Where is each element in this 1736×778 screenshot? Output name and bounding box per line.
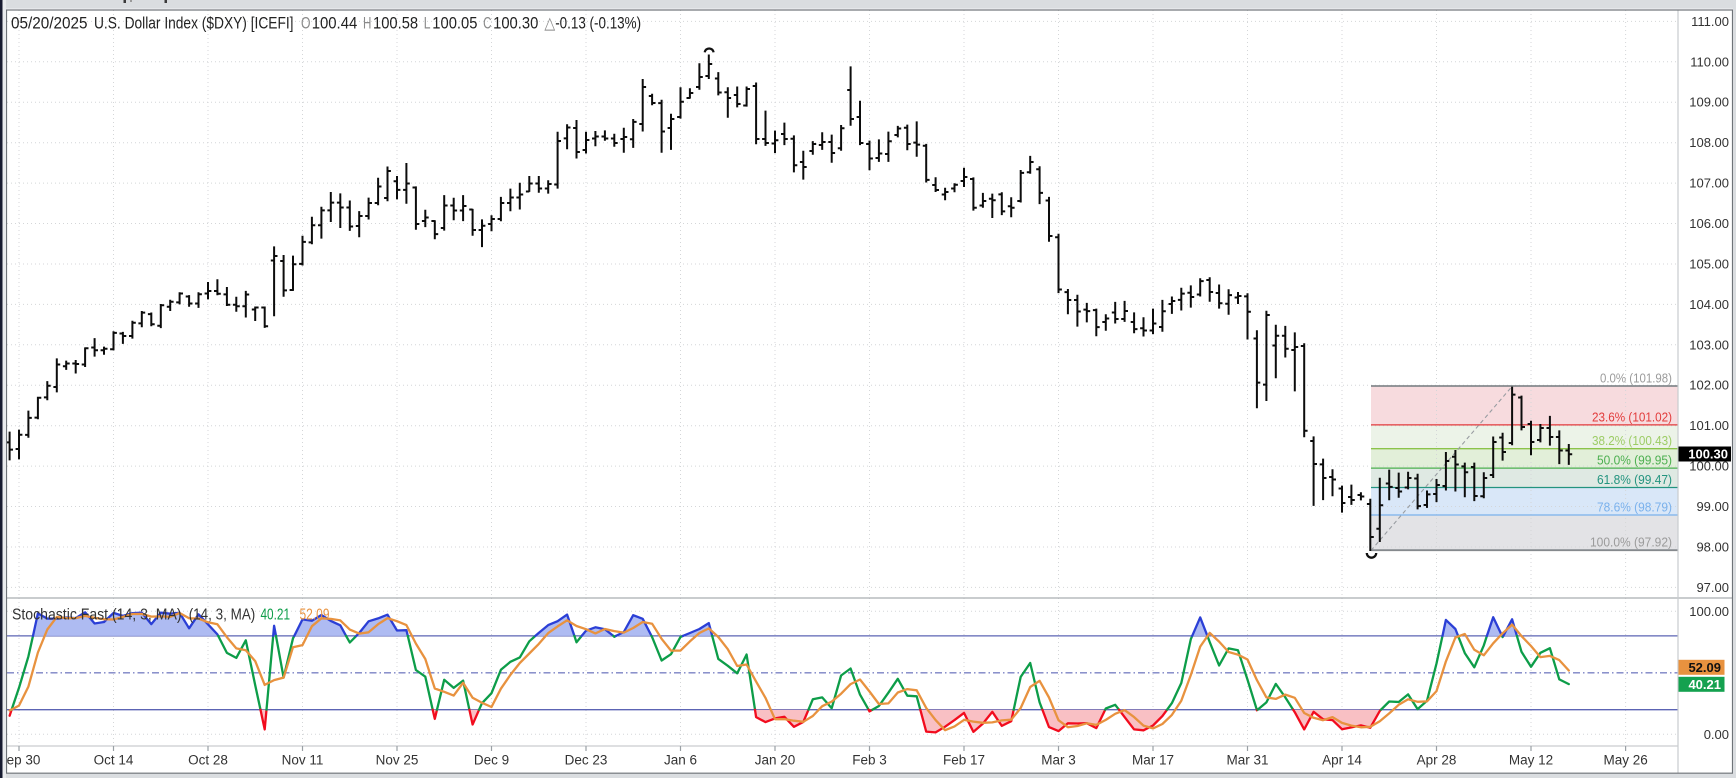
svg-text:100.30: 100.30: [493, 14, 538, 33]
svg-text:52.09: 52.09: [300, 607, 330, 624]
svg-text:111.00: 111.00: [1691, 14, 1729, 29]
svg-text:C: C: [483, 14, 491, 33]
svg-text:L: L: [424, 14, 431, 33]
svg-text:Mar 31: Mar 31: [1226, 753, 1268, 768]
svg-text:23.6% (101.02): 23.6% (101.02): [1592, 409, 1672, 424]
svg-text:100.30: 100.30: [1688, 447, 1728, 462]
svg-text:97.00: 97.00: [1696, 580, 1729, 595]
svg-text:0.0% (101.98): 0.0% (101.98): [1600, 371, 1672, 386]
svg-text:50.0% (99.95): 50.0% (99.95): [1597, 453, 1672, 468]
svg-text:Jan 20: Jan 20: [755, 753, 796, 768]
svg-text:Feb 17: Feb 17: [943, 753, 985, 768]
svg-text:0.00: 0.00: [1704, 727, 1729, 742]
svg-text:05/20/2025: 05/20/2025: [11, 14, 88, 33]
svg-text:107.00: 107.00: [1689, 176, 1729, 191]
svg-text:102.00: 102.00: [1689, 378, 1729, 393]
svg-text:Apr 14: Apr 14: [1322, 753, 1362, 768]
svg-text:O: O: [301, 14, 311, 33]
svg-text:Oct 14: Oct 14: [94, 753, 134, 768]
svg-text:106.00: 106.00: [1689, 216, 1729, 231]
svg-text:Jan 6: Jan 6: [664, 753, 697, 768]
svg-text:△: △: [544, 14, 556, 33]
svg-text:52.09: 52.09: [1688, 660, 1721, 675]
svg-text:May 26: May 26: [1603, 753, 1647, 768]
svg-text:61.8% (99.47): 61.8% (99.47): [1597, 472, 1672, 487]
svg-text:Apr 28: Apr 28: [1417, 753, 1457, 768]
svg-text:100.44: 100.44: [312, 14, 358, 33]
svg-text:100.58: 100.58: [373, 14, 418, 33]
svg-text:H: H: [363, 14, 371, 33]
svg-text:99.00: 99.00: [1696, 499, 1729, 514]
svg-text:100.05: 100.05: [432, 14, 477, 33]
svg-text:40.21: 40.21: [1688, 677, 1721, 692]
svg-text:100.00: 100.00: [1689, 459, 1729, 474]
svg-text:Nov 25: Nov 25: [376, 753, 419, 768]
svg-text:Dec 9: Dec 9: [474, 753, 509, 768]
svg-text:100.00: 100.00: [1689, 604, 1729, 619]
svg-text:110.00: 110.00: [1690, 54, 1729, 69]
svg-text:38.2% (100.43): 38.2% (100.43): [1592, 433, 1672, 448]
svg-text:Dec 23: Dec 23: [565, 753, 608, 768]
svg-text:U.S. Dollar Index ($DXY) [ICEF: U.S. Dollar Index ($DXY) [ICEFI]: [94, 14, 294, 33]
svg-text:Feb 3: Feb 3: [852, 753, 887, 768]
svg-text:40.21: 40.21: [261, 607, 291, 624]
svg-text:105.00: 105.00: [1689, 257, 1729, 272]
svg-text:Mar 17: Mar 17: [1132, 753, 1174, 768]
svg-text:78.6% (98.79): 78.6% (98.79): [1597, 500, 1672, 515]
svg-text:100.0% (97.92): 100.0% (97.92): [1590, 535, 1672, 550]
svg-text:Oct 28: Oct 28: [188, 753, 228, 768]
svg-text:108.00: 108.00: [1689, 135, 1729, 150]
svg-text:May 12: May 12: [1509, 753, 1553, 768]
svg-text:101.00: 101.00: [1689, 418, 1729, 433]
svg-text:(14, 3, MA): (14, 3, MA): [189, 607, 256, 624]
svg-text:104.00: 104.00: [1689, 297, 1729, 312]
svg-text:103.00: 103.00: [1689, 337, 1729, 352]
svg-text:Nov 11: Nov 11: [282, 753, 324, 768]
svg-text:Sep 30: Sep 30: [0, 753, 40, 768]
svg-text:109.00: 109.00: [1689, 95, 1729, 110]
svg-text:98.00: 98.00: [1696, 540, 1729, 555]
svg-text:-0.13 (-0.13%): -0.13 (-0.13%): [555, 14, 641, 33]
svg-text:Mar 3: Mar 3: [1041, 753, 1076, 768]
svg-text:Stochastic Fast (14, 3, MA): Stochastic Fast (14, 3, MA): [12, 607, 182, 624]
